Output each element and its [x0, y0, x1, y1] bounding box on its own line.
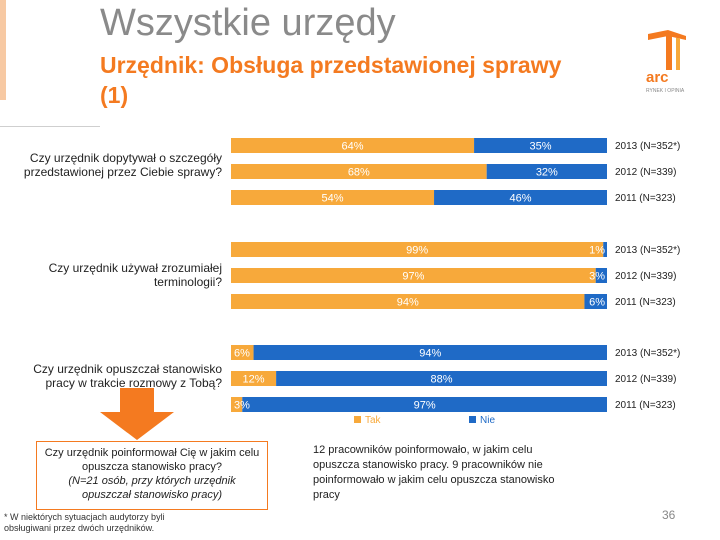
bar-tak [231, 294, 585, 309]
year-label: 2011 (N=323) [615, 193, 676, 204]
bar-nie [242, 397, 607, 412]
logo-subtext: RYNEK I OPINIA [646, 88, 685, 94]
logo-text: arc [646, 69, 669, 86]
bar-tak [231, 397, 243, 412]
year-label: 2013 (N=352*) [615, 141, 680, 152]
bar-label-tak: 6% [234, 348, 250, 360]
arc-logo: arc RYNEK I OPINIA [646, 30, 686, 94]
bar-label-nie: 6% [589, 297, 605, 309]
bar-label-nie: 35% [530, 141, 552, 153]
bar-tak [231, 371, 277, 386]
bar-label-nie: 88% [431, 374, 453, 386]
bar-nie [253, 345, 607, 360]
callout-left-question: Czy urzędnik poinformował Cię w jakim ce… [44, 447, 260, 473]
callout-left-box: Czy urzędnik poinformował Cię w jakim ce… [36, 441, 268, 510]
legend-swatch-tak [354, 416, 361, 423]
bar-label-tak: 54% [322, 193, 344, 205]
bar-label-nie: 46% [510, 193, 532, 205]
bar-label-tak: 99% [406, 245, 428, 257]
year-label: 2013 (N=352*) [615, 348, 680, 359]
bar-nie [434, 190, 607, 205]
bar-tak [231, 242, 604, 257]
callout-right-text: 12 pracowników poinformowało, w jakim ce… [313, 444, 555, 501]
left-accent-stripe [0, 0, 6, 100]
arrow-down-icon [100, 388, 174, 440]
bar-nie [603, 242, 607, 257]
stacked-bar-chart: 64% 35% 2013 (N=352*) 68% 32% 2012 (N=339) 54%… [231, 138, 680, 426]
bar-label-tak: 68% [348, 167, 370, 179]
bar-label-tak: 64% [342, 141, 364, 153]
bar-tak [231, 190, 435, 205]
year-label: 2013 (N=352*) [615, 245, 680, 256]
bar-label-nie: 3% [589, 271, 605, 283]
legend-label-tak: Tak [365, 415, 382, 426]
bar-label-nie: 32% [536, 167, 558, 179]
title-divider [0, 126, 100, 127]
page-subtitle: Urzędnik: Obsługa przedstawionej sprawy … [100, 52, 562, 108]
question-2: Czy urzędnik używał zrozumiałej terminol… [48, 261, 222, 289]
bar-nie [474, 138, 607, 153]
bar-nie [276, 371, 607, 386]
bar-nie [584, 294, 607, 309]
bar-tak [231, 268, 596, 283]
year-label: 2011 (N=323) [615, 400, 676, 411]
bar-label-nie: 94% [419, 348, 441, 360]
legend-swatch-nie [469, 416, 476, 423]
bar-label-nie: 1% [589, 245, 605, 257]
bar-label-nie: 97% [414, 400, 436, 412]
bar-tak [231, 345, 254, 360]
bar-label-tak: 94% [397, 297, 419, 309]
year-label: 2012 (N=339) [615, 374, 676, 385]
question-1: Czy urzędnik dopytywał o szczegóły przed… [23, 151, 222, 179]
page-number: 36 [662, 508, 676, 522]
legend-label-nie: Nie [480, 415, 495, 426]
year-label: 2012 (N=339) [615, 271, 676, 282]
year-label: 2012 (N=339) [615, 167, 676, 178]
footnote: * W niektórych sytuacjach audytorzy byli… [4, 512, 165, 533]
bar-nie [486, 164, 607, 179]
bar-label-tak: 97% [402, 271, 424, 283]
bar-label-tak: 3% [234, 400, 250, 412]
bar-tak [231, 164, 487, 179]
question-3: Czy urzędnik opuszczał stanowisko pracy … [33, 362, 222, 390]
page-title: Wszystkie urzędy [100, 2, 396, 44]
bar-tak [231, 138, 475, 153]
bar-label-tak: 12% [243, 374, 265, 386]
callout-left-note: (N=21 osób, przy których urzędnik opuszc… [68, 475, 236, 501]
bar-nie [595, 268, 607, 283]
year-label: 2011 (N=323) [615, 297, 676, 308]
